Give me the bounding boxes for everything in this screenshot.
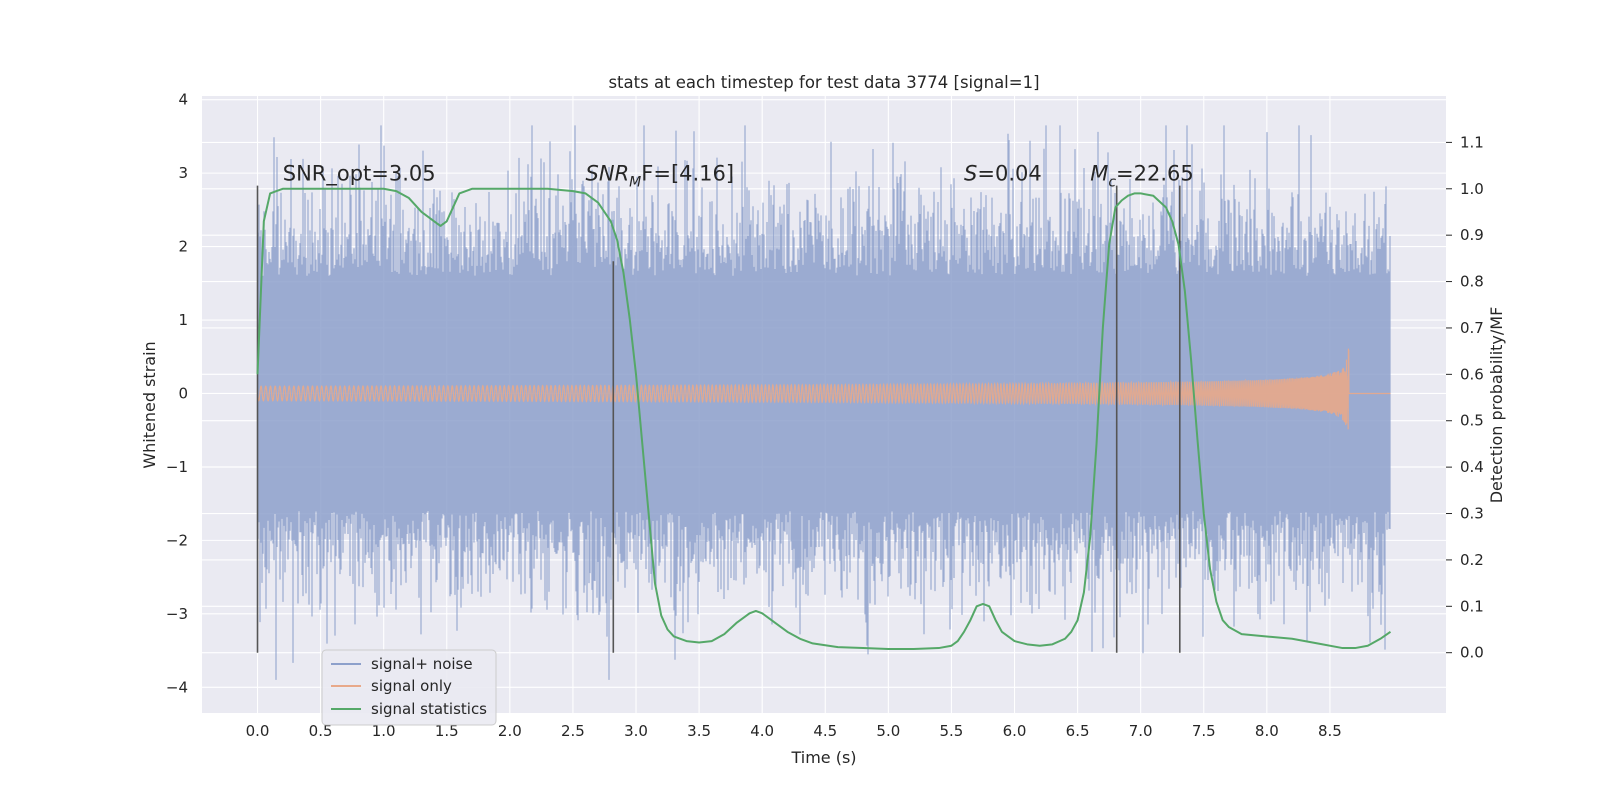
y-tick-label: 2 [178,238,188,256]
y-tick-label: −3 [166,605,188,623]
annotation-rest: =22.65 [1116,161,1194,185]
series-signal-statistics [256,187,1392,650]
legend-label-stats: signal statistics [371,700,487,718]
annotation-main: M [1090,161,1108,185]
y2-tick-label: 0.5 [1460,412,1484,430]
x-tick-label: 8.0 [1255,722,1279,740]
y2-tick-label: 0.0 [1460,644,1484,662]
x-tick-label: 5.0 [876,722,900,740]
series-signal-only [256,348,1391,430]
x-tick-label: 6.0 [1003,722,1027,740]
annotation-rest: F=[4.16] [641,161,734,185]
signal-only-line [256,348,1391,430]
annotation-sub: c [1108,174,1116,190]
legend-label-noise: signal+ noise [371,655,473,673]
y-tick-label: 0 [178,384,188,402]
annotation: SNRMF=[4.16] [586,161,735,190]
y-tick-label: −4 [166,678,188,696]
y2-tick-label: 0.8 [1460,273,1484,291]
annotation: SNR_opt=3.05 [283,161,436,186]
vertical-markers [256,185,1181,653]
y2-tick-label: 1.1 [1460,133,1484,151]
y2-tick-label: 0.3 [1460,505,1484,523]
y2-tick-label: 0.6 [1460,365,1484,383]
y2-axis-label: Detection probability/MF [1487,307,1506,504]
y2-tick-label: 0.2 [1460,551,1484,569]
annotation-main: S [964,161,977,185]
x-tick-label: 0.0 [246,722,270,740]
x-tick-label: 4.5 [813,722,837,740]
legend-box [321,649,497,726]
annotation-rest: =0.04 [977,161,1041,185]
y-tick-label: −2 [166,531,188,549]
x-tick-label: 1.0 [372,722,396,740]
y2-tick-label: 0.1 [1460,597,1484,615]
y-tick-label: 1 [178,311,188,329]
y-tick-label: −1 [166,458,188,476]
annotation: S=0.04 [964,161,1042,185]
chart-title: stats at each timestep for test data 377… [608,73,1039,92]
x-tick-label: 7.0 [1129,722,1153,740]
x-tick-label: 6.5 [1066,722,1090,740]
x-axis-label: Time (s) [790,748,856,767]
y-axis-label: Whitened strain [140,341,159,468]
annotation-main: SNR [586,161,630,185]
y-tick-label: 3 [178,164,188,182]
x-tick-label: 8.5 [1318,722,1342,740]
y2-tick-label: 1.0 [1460,180,1484,198]
annotation: Mc=22.65 [1090,161,1194,190]
x-tick-label: 4.0 [750,722,774,740]
legend: signal+ noise signal only signal statist… [321,649,497,726]
legend-label-signal: signal only [371,677,452,695]
annotations: SNR_opt=3.05 SNRMF=[4.16] S=0.04 Mc=22.65 [283,161,1194,190]
y2-tick-label: 0.4 [1460,458,1484,476]
x-tick-label: 2.5 [561,722,585,740]
x-tick-label: 0.5 [309,722,333,740]
annotation-sub: M [629,174,641,190]
x-tick-label: 2.0 [498,722,522,740]
y2-tick-labels: 1.1 1.0 0.9 0.8 0.7 0.6 0.5 0.4 0.3 0.2 0.1 0.0 [1446,133,1484,662]
y2-tick-label: 0.7 [1460,319,1484,337]
statistics-line [256,187,1392,650]
x-tick-label: 3.0 [624,722,648,740]
x-tick-labels: 0.0 0.5 1.0 1.5 2.0 2.5 3.0 3.5 4.0 4.5 5.0 5.5 6.0 6… [246,722,1342,740]
y-tick-labels: 4 3 2 1 0 −1 −2 −3 −4 [166,91,188,697]
y2-tick-label: 0.9 [1460,226,1484,244]
x-tick-label: 1.5 [435,722,459,740]
y-tick-label: 4 [178,91,188,109]
x-tick-label: 7.5 [1192,722,1216,740]
x-tick-label: 3.5 [687,722,711,740]
x-tick-label: 5.5 [939,722,963,740]
